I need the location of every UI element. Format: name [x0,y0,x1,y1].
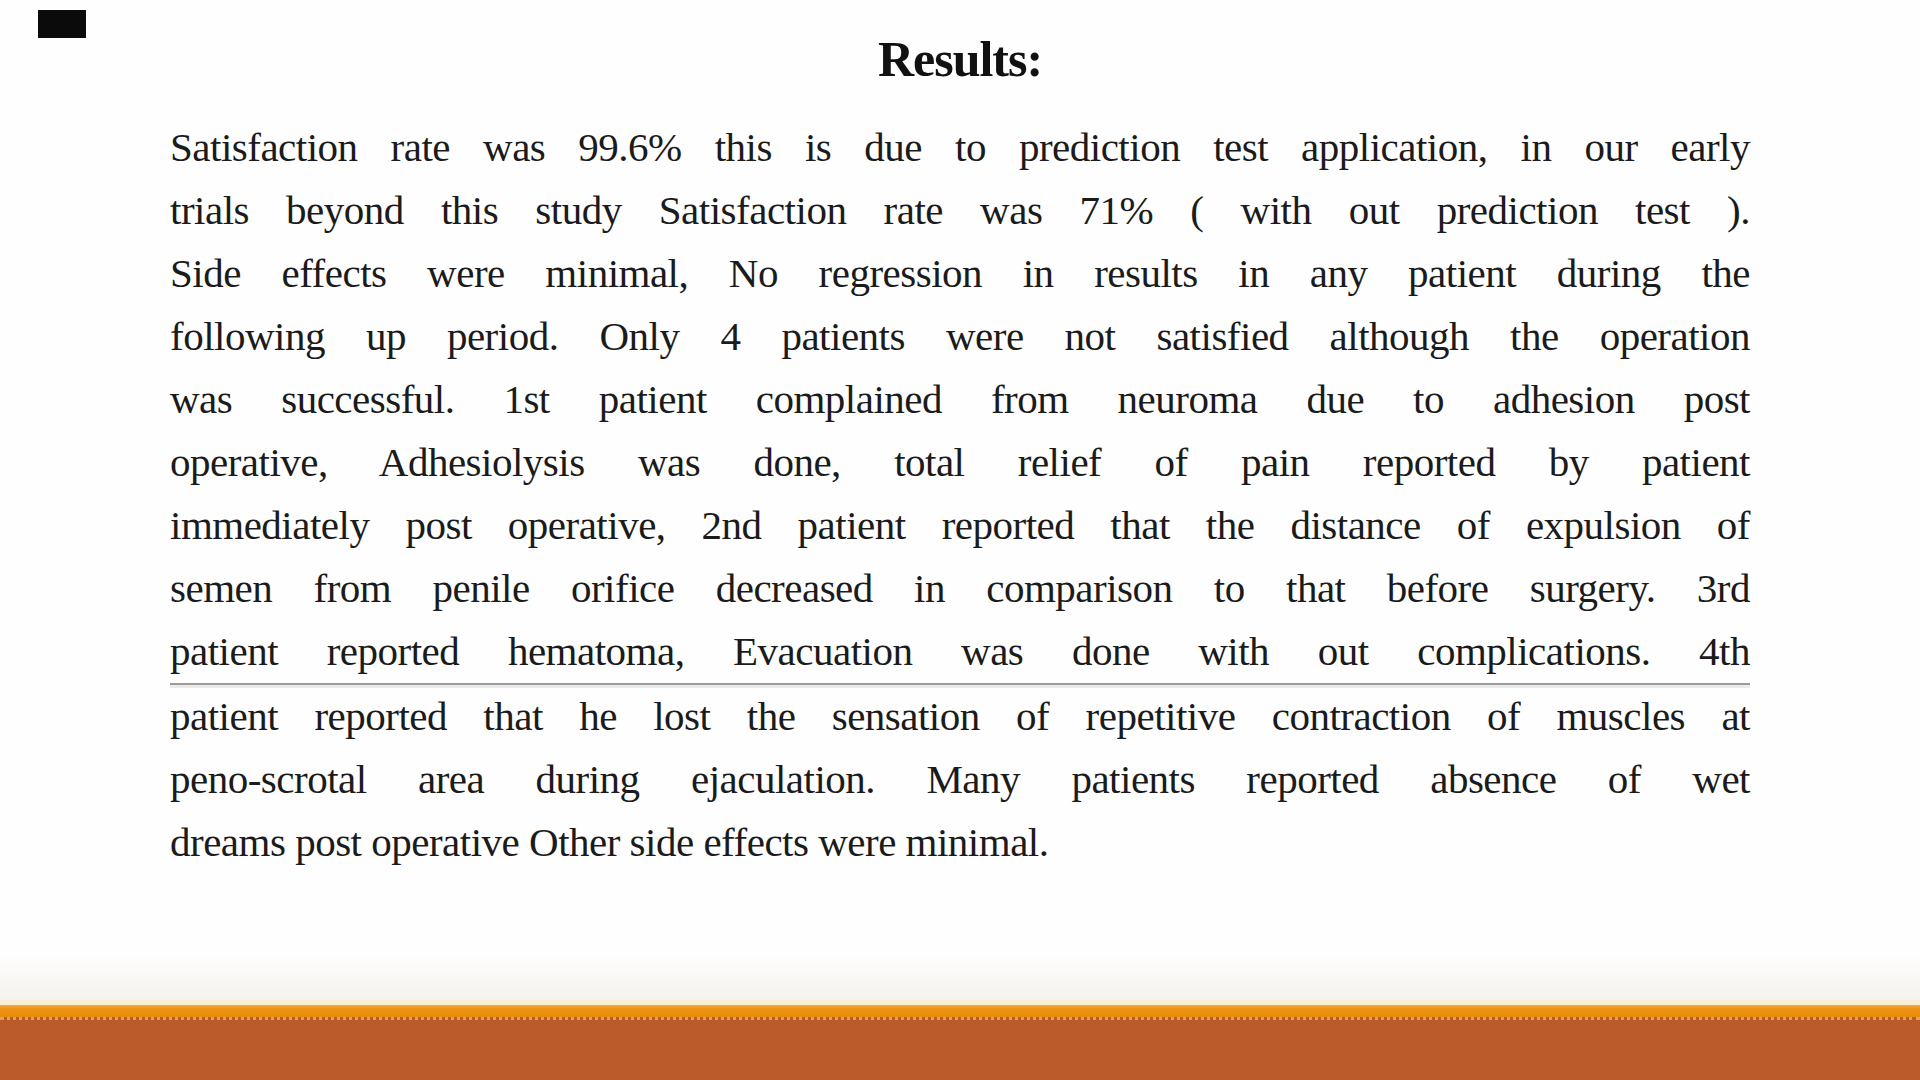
slide-title: Results: [878,30,1042,88]
body-line: immediately post operative, 2nd patient … [170,494,1750,557]
body-line: Side effects were minimal, No regression… [170,242,1750,305]
body-paragraph: Satisfaction rate was 99.6% this is due … [170,116,1750,874]
footer-fade-gradient [0,952,1920,1000]
body-line: semen from penile orifice decreased in c… [170,557,1750,620]
body-line: following up period. Only 4 patients wer… [170,305,1750,368]
footer-accent-strip [0,1005,1920,1017]
body-line: was successful. 1st patient complained f… [170,368,1750,431]
body-line: operative, Adhesiolysis was done, total … [170,431,1750,494]
body-line: trials beyond this study Satisfaction ra… [170,179,1750,242]
slide-canvas: Results: Satisfaction rate was 99.6% thi… [0,0,1920,1080]
body-line: peno-scrotal area during ejaculation. Ma… [170,748,1750,811]
body-line-last: dreams post operative Other side effects… [170,811,1750,874]
body-line: patient reported that he lost the sensat… [170,685,1750,748]
body-line-underlined: patient reported hematoma, Evacuation wa… [170,620,1750,685]
footer-band [0,1017,1920,1080]
title-row: Results: [0,30,1920,88]
body-line: Satisfaction rate was 99.6% this is due … [170,116,1750,179]
